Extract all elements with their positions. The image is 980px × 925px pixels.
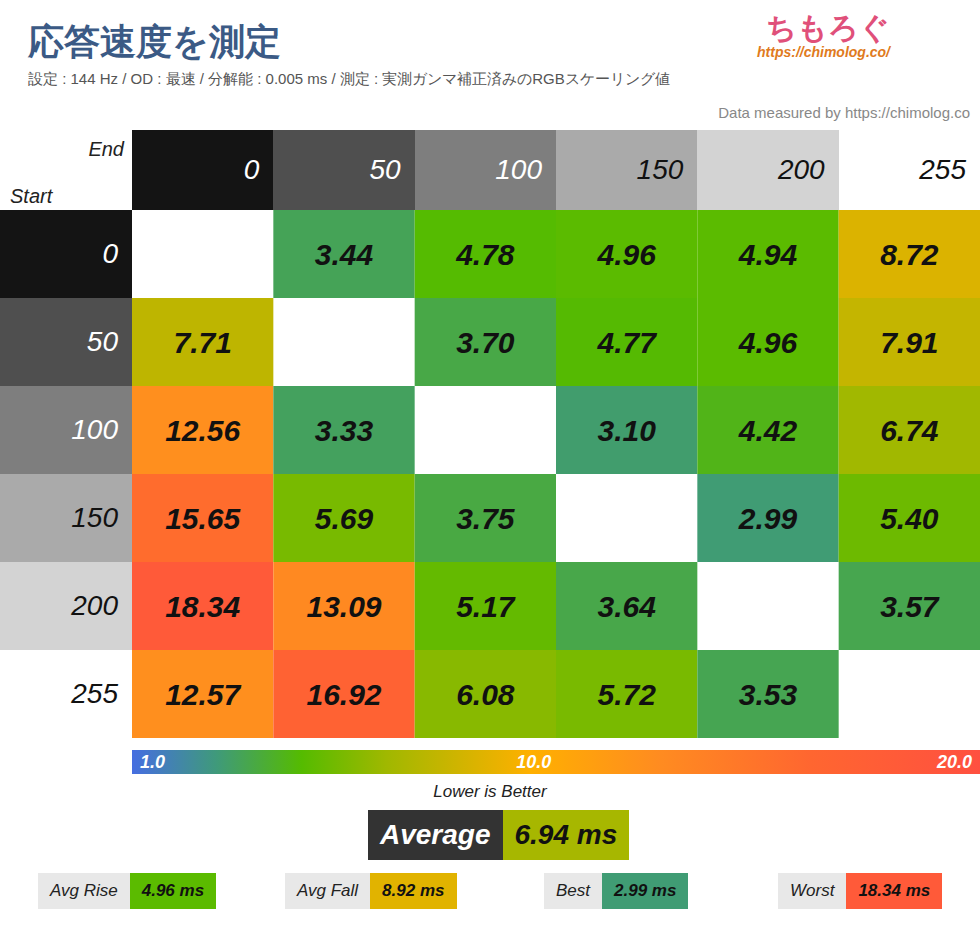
svg-text:2.99: 2.99 <box>738 502 798 535</box>
html-text:Lower is Better: Lower is Better <box>433 782 547 801</box>
html-text:200: 200 <box>777 154 825 185</box>
svg-text:3.57: 3.57 <box>880 590 940 623</box>
svg-text:18.34: 18.34 <box>165 590 240 623</box>
svg-text:4.77: 4.77 <box>596 326 657 359</box>
svg-text:6.08: 6.08 <box>456 678 515 711</box>
svg-text:12.57: 12.57 <box>165 678 241 711</box>
html-text:Avg Fall: Avg Fall <box>297 881 359 900</box>
html-text:18.34 ms: 18.34 ms <box>858 881 931 900</box>
svg-text:4.42: 4.42 <box>738 414 798 447</box>
html-text:Start: Start <box>10 185 53 207</box>
svg-text:20.0: 20.0 <box>936 752 972 772</box>
html-text:https://chimolog.co/: https://chimolog.co/ <box>757 44 890 60</box>
html-text:150: 150 <box>71 502 118 533</box>
svg-text:4.78: 4.78 <box>455 238 515 271</box>
svg-text:3.70: 3.70 <box>456 326 515 359</box>
html-text:End: End <box>88 138 124 160</box>
html-text:応答速度を測定: 応答速度を測定 <box>28 21 281 62</box>
html-text:100: 100 <box>495 154 542 185</box>
svg-text:7.71: 7.71 <box>173 326 231 359</box>
svg-text:1.0: 1.0 <box>140 752 165 772</box>
html-text:Best: Best <box>556 881 590 900</box>
svg-text:5.69: 5.69 <box>315 502 374 535</box>
svg-text:3.75: 3.75 <box>456 502 516 535</box>
html-text:ちもろぐ: ちもろぐ <box>766 11 890 44</box>
html-text:50: 50 <box>86 326 118 357</box>
html-text:50: 50 <box>369 154 401 185</box>
svg-text:7.91: 7.91 <box>880 326 938 359</box>
html-text:200: 200 <box>71 590 118 621</box>
html-text:0: 0 <box>102 238 118 269</box>
html-text:100: 100 <box>71 414 118 445</box>
html-text:Worst: Worst <box>790 881 835 900</box>
svg-text:5.40: 5.40 <box>880 502 939 535</box>
svg-text:3.53: 3.53 <box>739 678 798 711</box>
html-text:0: 0 <box>243 154 260 185</box>
svg-text:10.0: 10.0 <box>516 752 551 772</box>
html-text:Avg Rise: Avg Rise <box>50 881 118 900</box>
svg-text:16.92: 16.92 <box>306 678 381 711</box>
html-text:8.92 ms: 8.92 ms <box>382 881 445 900</box>
svg-text:6.74: 6.74 <box>880 414 939 447</box>
html-text:設定 : 144 Hz / OD : 最速 / 分解能 :: 設定 : 144 Hz / OD : 最速 / 分解能 : 0.005 ms /… <box>28 70 670 87</box>
html-text:255: 255 <box>71 678 118 709</box>
html-text:2.99 ms: 2.99 ms <box>614 881 677 900</box>
html-text:Average: Average <box>380 819 491 850</box>
html-text:4.96 ms: 4.96 ms <box>141 881 205 900</box>
svg-text:13.09: 13.09 <box>306 590 381 623</box>
svg-text:4.96: 4.96 <box>596 238 656 271</box>
svg-text:4.94: 4.94 <box>738 238 798 271</box>
svg-text:8.72: 8.72 <box>880 238 939 271</box>
svg-text:5.17: 5.17 <box>456 590 516 623</box>
html-text:150: 150 <box>636 154 684 185</box>
svg-text:12.56: 12.56 <box>165 414 240 447</box>
html-text:255: 255 <box>919 154 966 185</box>
html-text:Data measured by https://chimo: Data measured by https://chimolog.co <box>718 104 970 121</box>
svg-text:3.64: 3.64 <box>597 590 656 623</box>
html-text:6.94 ms: 6.94 ms <box>514 819 618 850</box>
svg-text:4.96: 4.96 <box>738 326 798 359</box>
svg-text:3.33: 3.33 <box>315 414 374 447</box>
svg-text:3.44: 3.44 <box>315 238 374 271</box>
svg-text:3.10: 3.10 <box>597 414 656 447</box>
svg-text:15.65: 15.65 <box>165 502 241 535</box>
svg-text:5.72: 5.72 <box>597 678 656 711</box>
